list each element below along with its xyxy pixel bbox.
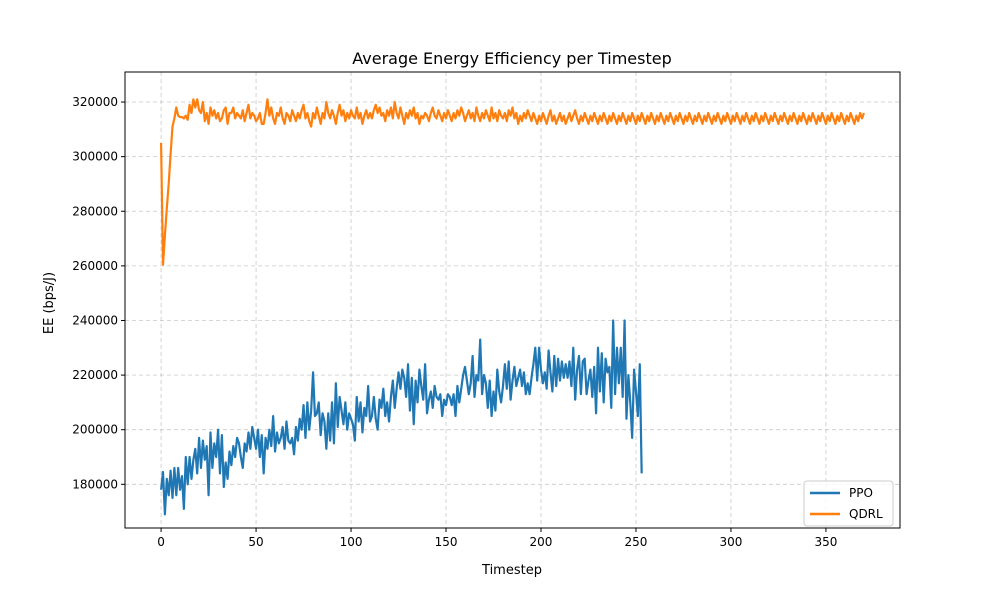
series-line-qdrl	[159, 98, 865, 266]
x-tick-label: 150	[435, 535, 458, 549]
x-tick-label: 0	[157, 535, 165, 549]
y-tick-label: 260000	[72, 259, 118, 273]
y-tick-label: 240000	[72, 313, 118, 327]
x-tick-label: 250	[625, 535, 648, 549]
y-tick-label: 300000	[72, 150, 118, 164]
y-tick-label: 220000	[72, 368, 118, 382]
legend-label-qdrl: QDRL	[849, 507, 883, 521]
series-lines	[159, 98, 865, 516]
x-tick-label: 100	[340, 535, 363, 549]
plot-frame	[124, 71, 901, 529]
y-tick-label: 180000	[72, 477, 118, 491]
x-tick-label: 50	[248, 535, 263, 549]
x-tick-label: 350	[814, 535, 837, 549]
y-axis-ticks: 180000 200000 220000 240000 260000 280000 3000…	[72, 95, 125, 491]
y-tick-label: 280000	[72, 204, 118, 218]
legend: PPO QDRL	[803, 480, 894, 527]
x-tick-label: 200	[530, 535, 553, 549]
chart-title: Average Energy Efficiency per Timestep	[352, 49, 671, 68]
y-tick-label: 200000	[72, 423, 118, 437]
x-axis-ticks: 0 50 100 150 200 250 300 350	[157, 528, 837, 549]
y-tick-label: 320000	[72, 95, 118, 109]
x-axis-label: Timestep	[481, 563, 542, 578]
legend-label-ppo: PPO	[849, 486, 873, 500]
x-tick-label: 300	[719, 535, 742, 549]
series-line-ppo	[159, 319, 643, 516]
y-axis-label: EE (bps/J)	[42, 272, 57, 334]
grid-lines	[125, 72, 900, 528]
